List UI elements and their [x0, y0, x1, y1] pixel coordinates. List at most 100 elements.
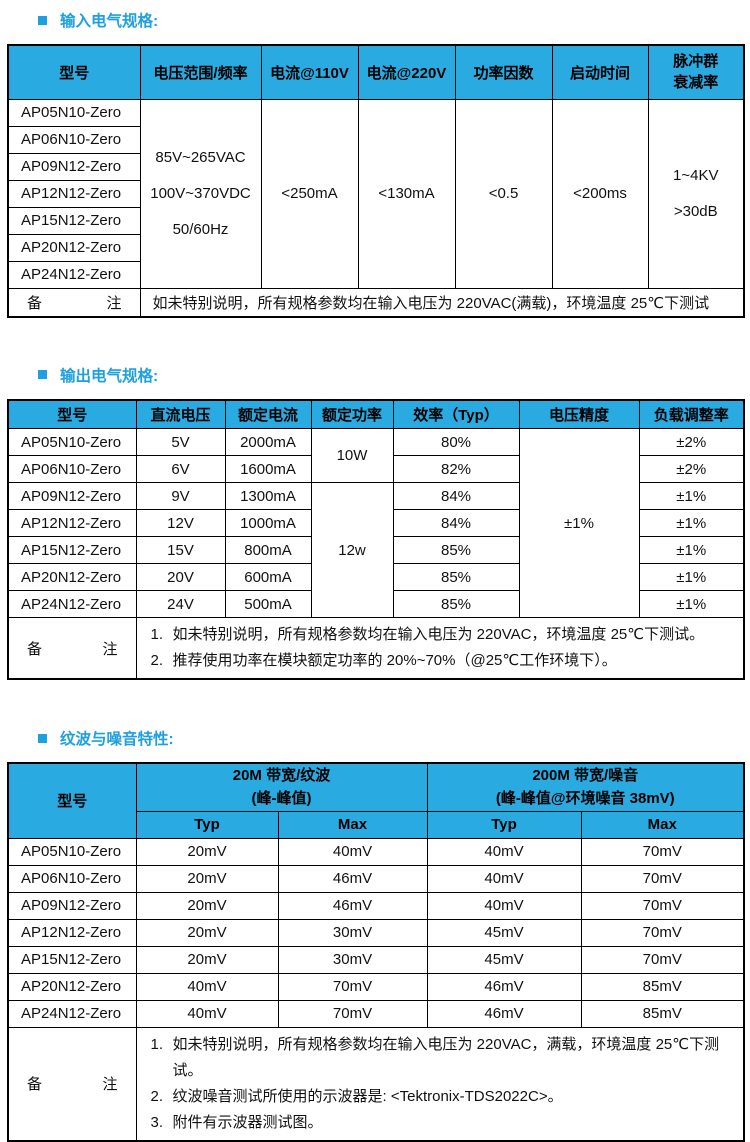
note-line: 2. 推荐使用功率在模块额定功率的 20%~70%（@25℃工作环境下）。: [137, 648, 743, 674]
cell-model: AP09N12-Zero: [7, 482, 137, 510]
cell-model: AP20N12-Zero: [7, 563, 137, 591]
note-number: 3.: [150, 1113, 164, 1131]
cell-voltage-range: 85V~265VAC 100V~370VDC 50/60Hz: [139, 98, 262, 289]
cell-noise-max: 70mV: [580, 918, 745, 947]
section-title-input: 输入电气规格:: [38, 0, 743, 31]
table-row: AP06N10-Zero 20mV 46mV 40mV 70mV: [7, 864, 745, 893]
table-row: AP05N10-Zero 85V~265VAC 100V~370VDC 50/6…: [7, 98, 745, 289]
col-header-efficiency: 效率（Typ）: [392, 399, 520, 429]
cell-power-factor: <0.5: [454, 98, 553, 289]
cell-model: AP09N12-Zero: [7, 891, 137, 920]
cell-load-regulation: ±2%: [638, 428, 745, 456]
cell-efficiency: 85%: [392, 590, 520, 618]
cell-dc-voltage: 9V: [135, 482, 226, 510]
table-row: AP15N12-Zero: [7, 206, 744, 235]
cell-ripple-max: 46mV: [277, 864, 428, 893]
cell-rated-current: 600mA: [224, 563, 312, 591]
cell-rated-current: 800mA: [224, 536, 312, 564]
col-header-typ: Typ: [426, 810, 582, 839]
cell-noise-max: 85mV: [580, 999, 745, 1028]
col-header-voltage-accuracy: 电压精度: [518, 399, 640, 429]
note-number: 1.: [150, 1035, 164, 1053]
col-header-dc-voltage: 直流电压: [135, 399, 226, 429]
col-header-rated-power: 额定功率: [310, 399, 394, 429]
cell-load-regulation: ±1%: [638, 509, 745, 537]
cell-noise-max: 70mV: [580, 864, 745, 893]
output-header-row: 型号 直流电压 额定电流 额定功率 效率（Typ） 电压精度 负载调整率: [7, 399, 745, 429]
cell-efficiency: 84%: [392, 509, 520, 537]
cell-ripple-typ: 40mV: [135, 999, 279, 1028]
note-text: 纹波噪音测试所使用的示波器是: <Tektronix-TDS2022C>。: [172, 1087, 563, 1105]
cell-efficiency: 80%: [392, 428, 520, 456]
section-title-output: 输出电气规格:: [38, 364, 743, 386]
cell-model: AP06N10-Zero: [7, 864, 137, 893]
note-text: 如未特别说明，所有规格参数均在输入电压为 220VAC，满载，环境温度 25℃下…: [172, 1035, 720, 1079]
table-row: AP15N12-Zero 15V 800mA 85% ±1%: [7, 536, 745, 564]
cell-noise-typ: 40mV: [426, 864, 582, 893]
cell-model: AP24N12-Zero: [7, 260, 141, 289]
section-title-text: 输出电气规格:: [60, 367, 159, 385]
col-header-typ: Typ: [135, 810, 279, 839]
cell-ripple-typ: 20mV: [135, 864, 279, 893]
cell-ripple-max: 46mV: [277, 891, 428, 920]
note-text: 推荐使用功率在模块额定功率的 20%~70%（@25℃工作环境下）。: [172, 652, 617, 669]
section-title-ripple: 纹波与噪音特性:: [38, 727, 743, 749]
cell-model: AP09N12-Zero: [7, 152, 141, 181]
note-text: 如未特别说明，所有规格参数均在输入电压为 220VAC(满载)，环境温度 25℃…: [139, 287, 745, 317]
input-spec-table: 型号 电压范围/频率 电流@110V 电流@220V 功率因数 启动时间 脉冲群…: [7, 44, 745, 318]
table-row: AP05N10-Zero 20mV 40mV 40mV 70mV: [7, 837, 745, 866]
note-label-cell: 备 注: [7, 617, 137, 680]
cell-model: AP12N12-Zero: [7, 509, 137, 537]
cell-dc-voltage: 24V: [135, 590, 226, 618]
cell-dc-voltage: 15V: [135, 536, 226, 564]
cell-current-110v: <250mA: [260, 98, 359, 289]
section-title-text: 输入电气规格:: [60, 13, 159, 30]
output-spec-table: 型号 直流电压 额定电流 额定功率 效率（Typ） 电压精度 负载调整率 AP0…: [7, 398, 745, 680]
cell-current-220v: <130mA: [357, 98, 456, 289]
cell-load-regulation: ±1%: [638, 590, 745, 618]
note-number: 2.: [150, 652, 164, 669]
col-header-startup-time: 启动时间: [551, 44, 649, 100]
cell-efficiency: 82%: [392, 455, 520, 483]
cell-rated-current: 1300mA: [224, 482, 312, 510]
ripple-header-row: 型号 20M 带宽/纹波 (峰-峰值) 200M 带宽/噪音 (峰-峰值@环境噪…: [7, 762, 745, 839]
cell-dc-voltage: 12V: [135, 509, 226, 537]
cell-dc-voltage: 5V: [135, 428, 226, 456]
table-row: AP24N12-Zero 24V 500mA 85% ±1%: [7, 590, 745, 618]
table-row: AP09N12-Zero 9V 1300mA 12w 84% ±1%: [7, 482, 745, 618]
cell-model: AP05N10-Zero: [7, 428, 137, 456]
cell-model: AP12N12-Zero: [7, 918, 137, 947]
col-header-model: 型号: [7, 44, 141, 100]
table-row: AP06N10-Zero 6V 1600mA 82% ±2%: [7, 455, 745, 483]
note-line: 1. 如未特别说明，所有规格参数均在输入电压为 220VAC，环境温度 25℃下…: [137, 622, 743, 648]
cell-surge-attenuation: 1~4KV >30dB: [647, 98, 745, 289]
ripple-subheader-row: Typ Max Typ Max: [8, 810, 745, 839]
cell-dc-voltage: 20V: [135, 563, 226, 591]
note-text: 附件有示波器测试图。: [172, 1113, 323, 1131]
note-line: 2. 纹波噪音测试所使用的示波器是: <Tektronix-TDS2022C>。: [137, 1084, 743, 1110]
cell-rated-current: 1000mA: [224, 509, 312, 537]
cell-model: AP20N12-Zero: [7, 972, 137, 1001]
cell-startup-time: <200ms: [551, 98, 649, 289]
notes-cell: 1. 如未特别说明，所有规格参数均在输入电压为 220VAC，满载，环境温度 2…: [135, 1026, 745, 1141]
cell-noise-max: 70mV: [580, 837, 745, 866]
cell-model: AP12N12-Zero: [7, 179, 141, 208]
cell-ripple-typ: 20mV: [135, 918, 279, 947]
cell-ripple-typ: 20mV: [135, 891, 279, 920]
cell-noise-typ: 40mV: [426, 891, 582, 920]
table-row: AP20N12-Zero 40mV 70mV 46mV 85mV: [7, 972, 745, 1001]
cell-model: AP15N12-Zero: [7, 206, 141, 235]
note-row: 备 注 如未特别说明，所有规格参数均在输入电压为 220VAC(满载)，环境温度…: [7, 287, 745, 317]
col-group-ripple-20m: 20M 带宽/纹波 (峰-峰值): [135, 762, 428, 812]
note-label-cell: 备 注: [7, 1026, 137, 1141]
table-row: AP05N10-Zero 5V 2000mA 10W 80% ±1% ±2%: [7, 428, 745, 618]
note-label-char: 备: [27, 640, 43, 658]
cell-noise-max: 85mV: [580, 972, 745, 1001]
col-header-rated-current: 额定电流: [224, 399, 312, 429]
cell-ripple-typ: 20mV: [135, 837, 279, 866]
note-label-char: 备: [27, 294, 43, 312]
cell-noise-typ: 40mV: [426, 837, 582, 866]
note-label-cell: 备 注: [7, 287, 141, 317]
col-header-surge-attenuation: 脉冲群 衰减率: [647, 44, 745, 100]
